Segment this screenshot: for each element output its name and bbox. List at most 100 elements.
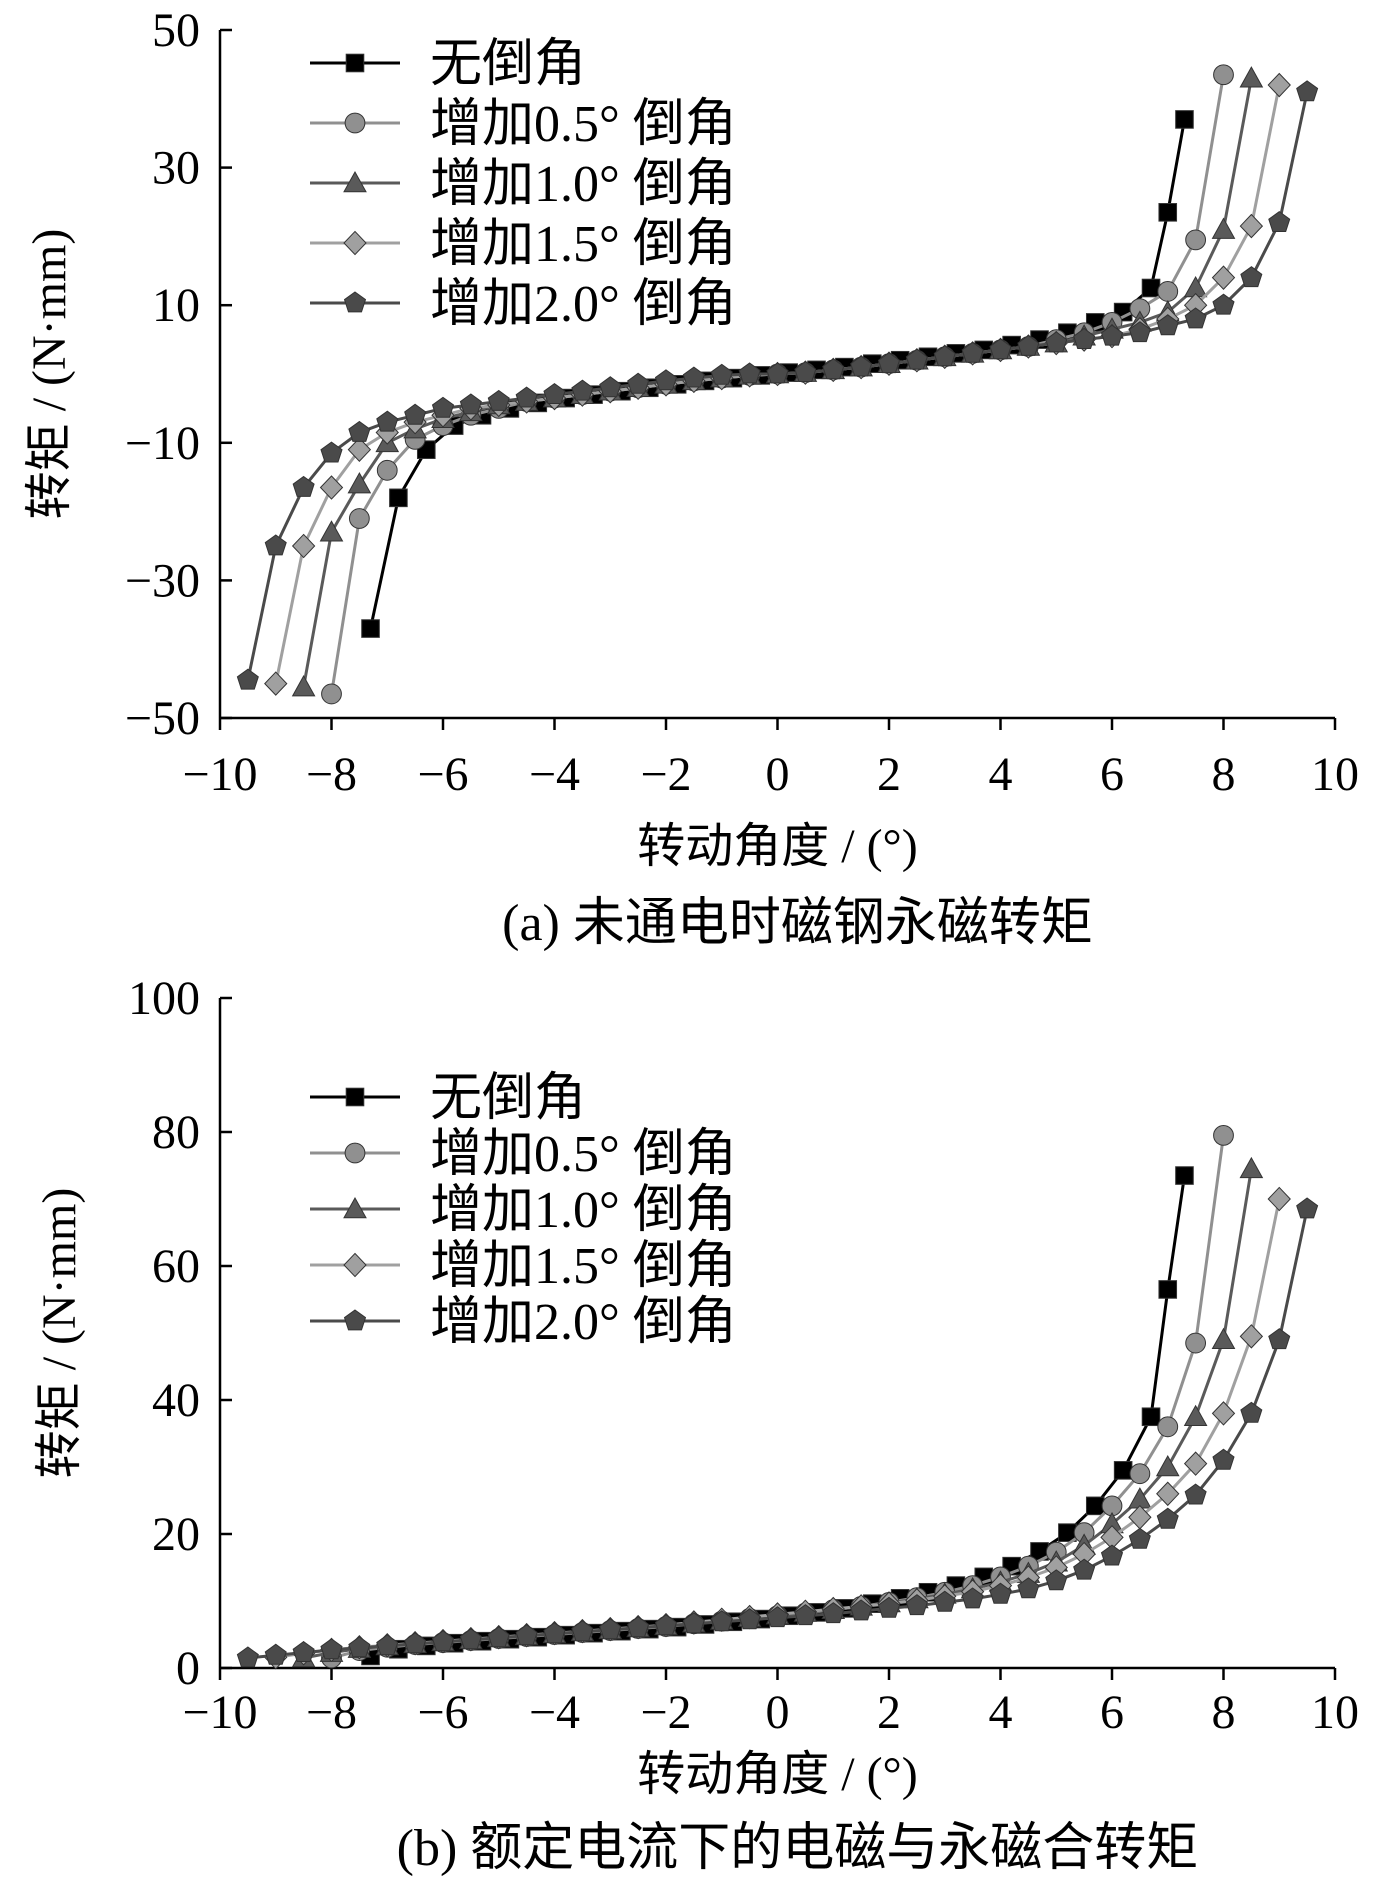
data-point: [543, 382, 566, 404]
data-point: [389, 488, 408, 508]
series-diamond: [264, 1186, 1291, 1670]
data-point: [1268, 210, 1291, 232]
data-point: [822, 1602, 845, 1624]
data-point: [1213, 1124, 1234, 1146]
data-point: [961, 1587, 984, 1609]
legend-marker: [344, 1142, 366, 1164]
data-point: [1141, 278, 1161, 298]
data-point: [961, 341, 984, 363]
data-point: [236, 1646, 259, 1668]
data-point: [1267, 72, 1291, 98]
x-tick-label: 0: [766, 748, 790, 801]
data-point: [905, 1594, 928, 1616]
x-tick-label: −6: [417, 1686, 468, 1739]
legend-entry: 增加1.5° 倒角: [310, 216, 737, 273]
data-point: [766, 362, 789, 384]
data-point: [431, 396, 455, 418]
legend-label: 增加1.0° 倒角: [430, 1182, 737, 1239]
legend-entry: 增加1.0° 倒角: [310, 1182, 737, 1239]
data-point: [1212, 293, 1235, 315]
data-point: [1240, 266, 1263, 288]
series-line: [247, 1208, 1309, 1660]
data-point: [291, 675, 316, 697]
data-point: [1239, 1324, 1264, 1349]
data-point: [320, 1638, 343, 1660]
x-tick-label: 6: [1100, 1686, 1124, 1739]
data-point: [1158, 203, 1178, 222]
data-point: [627, 372, 650, 394]
data-point: [236, 668, 259, 690]
data-point: [319, 520, 344, 542]
data-point: [376, 1634, 399, 1656]
legend-entry: 增加0.5° 倒角: [310, 96, 737, 153]
data-point: [1156, 1507, 1179, 1529]
data-point: [1128, 321, 1151, 343]
y-tick-label: 60: [152, 1240, 200, 1293]
x-tick-label: −8: [306, 1686, 357, 1739]
data-point: [1158, 1280, 1178, 1299]
data-point: [348, 1636, 371, 1658]
legend-label: 增加1.0° 倒角: [430, 156, 737, 213]
legend-marker: [345, 53, 365, 73]
data-point: [1017, 1577, 1040, 1599]
legend-label: 无倒角: [430, 36, 586, 93]
data-point: [459, 393, 482, 415]
legend-marker: [345, 1087, 365, 1107]
data-point: [292, 475, 315, 497]
data-point: [1175, 110, 1194, 129]
x-tick-label: 4: [989, 748, 1013, 801]
y-tick-label: 80: [152, 1106, 200, 1159]
y-tick-label: 30: [152, 142, 200, 195]
data-point: [1073, 1558, 1096, 1580]
y-tick-label: 10: [152, 279, 200, 332]
data-point: [877, 352, 901, 374]
data-point: [1268, 1328, 1291, 1350]
legend-entry: 增加0.5° 倒角: [310, 1126, 737, 1183]
data-point: [571, 1620, 594, 1642]
legend-entry: 增加1.5° 倒角: [310, 1238, 737, 1295]
data-point: [264, 534, 287, 556]
legend-marker: [343, 291, 367, 313]
legend-label: 增加2.0° 倒角: [430, 1294, 737, 1351]
data-point: [1073, 327, 1096, 349]
data-point: [1239, 213, 1264, 239]
x-tick-label: 8: [1212, 1686, 1236, 1739]
data-point: [1239, 66, 1264, 88]
x-tick-label: 2: [877, 748, 901, 801]
data-point: [1212, 1448, 1235, 1470]
figure-caption: (b) 额定电流下的电磁与永磁合转矩: [397, 1820, 1199, 1877]
data-point: [1156, 1481, 1180, 1507]
data-point: [487, 389, 510, 411]
data-point: [766, 1606, 789, 1628]
data-point: [599, 1618, 622, 1640]
y-tick-label: −50: [125, 692, 200, 745]
data-point: [933, 345, 956, 367]
data-point: [404, 1632, 427, 1654]
data-point: [1211, 1327, 1236, 1349]
x-tick-label: −10: [182, 1686, 257, 1739]
legend-marker: [343, 1196, 367, 1219]
legend-label: 增加0.5° 倒角: [430, 96, 737, 153]
data-point: [682, 366, 705, 388]
data-point: [1211, 1401, 1236, 1426]
data-point: [264, 1643, 287, 1665]
data-point: [348, 420, 371, 442]
data-point: [738, 1608, 761, 1630]
x-axis-label: 转动角度 / (°): [637, 1748, 918, 1801]
data-point: [1213, 64, 1234, 86]
data-point: [738, 362, 761, 384]
legend-entry: 增加1.0° 倒角: [310, 156, 737, 213]
x-tick-label: −6: [417, 748, 468, 801]
data-point: [1183, 1451, 1208, 1476]
data-point: [850, 355, 873, 377]
series-pentagon: [236, 1197, 1319, 1668]
data-point: [933, 1590, 956, 1612]
data-point: [794, 1604, 817, 1626]
legend-marker: [343, 230, 367, 256]
data-point: [1185, 1332, 1207, 1354]
data-point: [1211, 217, 1236, 239]
data-point: [264, 671, 288, 696]
x-tick-label: 8: [1212, 748, 1236, 801]
